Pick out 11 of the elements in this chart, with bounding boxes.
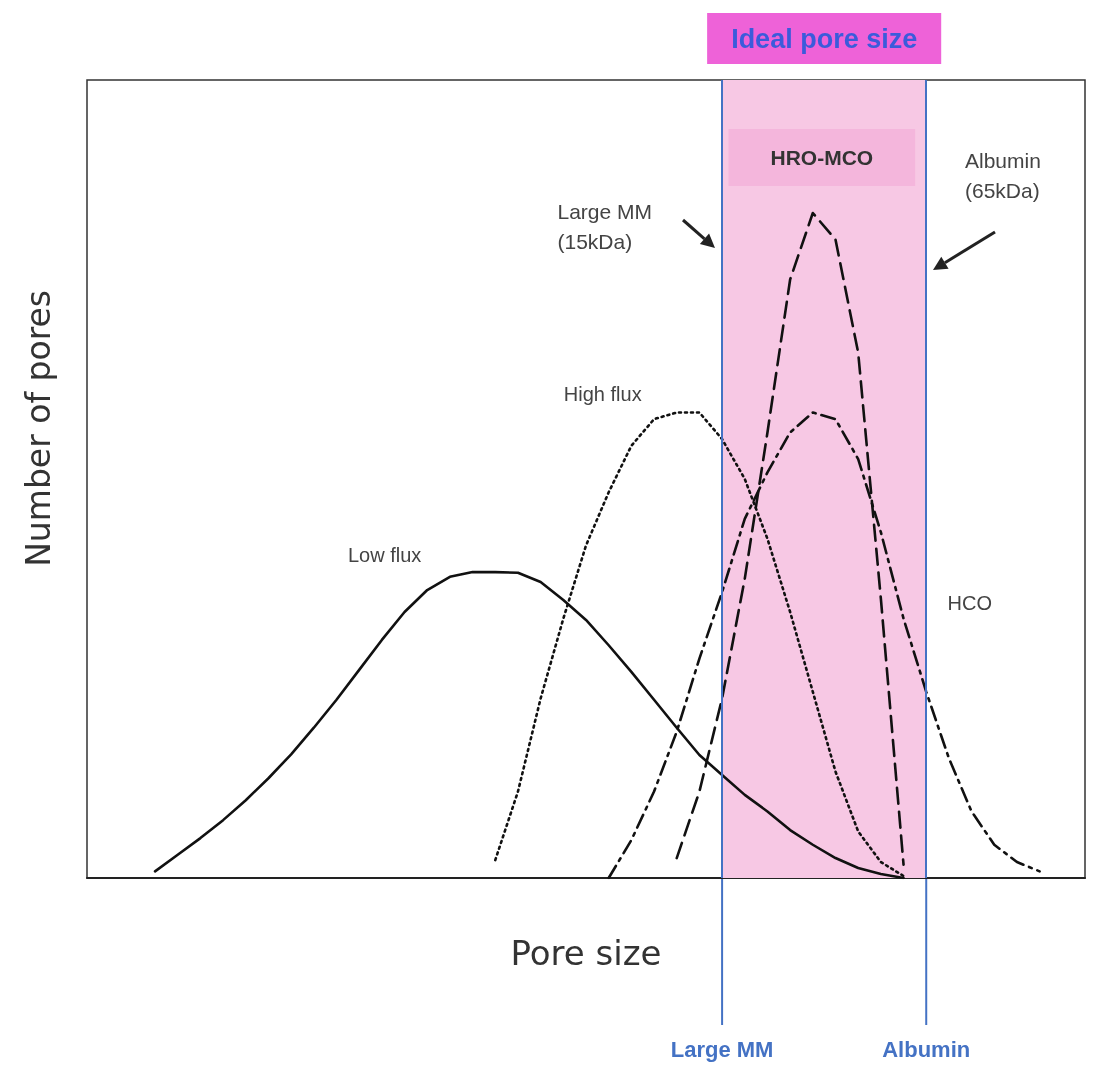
text: Albumin (882, 1036, 971, 1062)
series-label: Low flux (347, 544, 422, 567)
text: HRO-MCO (770, 146, 874, 169)
x-axis-title: Pore size (510, 933, 662, 973)
series-label: High flux (563, 382, 642, 405)
text: Ideal pore size (731, 23, 918, 54)
annotation: Large MM (15kDa) (557, 199, 652, 253)
text: HCO (947, 591, 993, 614)
y-axis-title: Number of pores (19, 290, 58, 567)
text: Albumin (65kDa) (965, 148, 1041, 202)
text: Large MM (670, 1036, 774, 1062)
